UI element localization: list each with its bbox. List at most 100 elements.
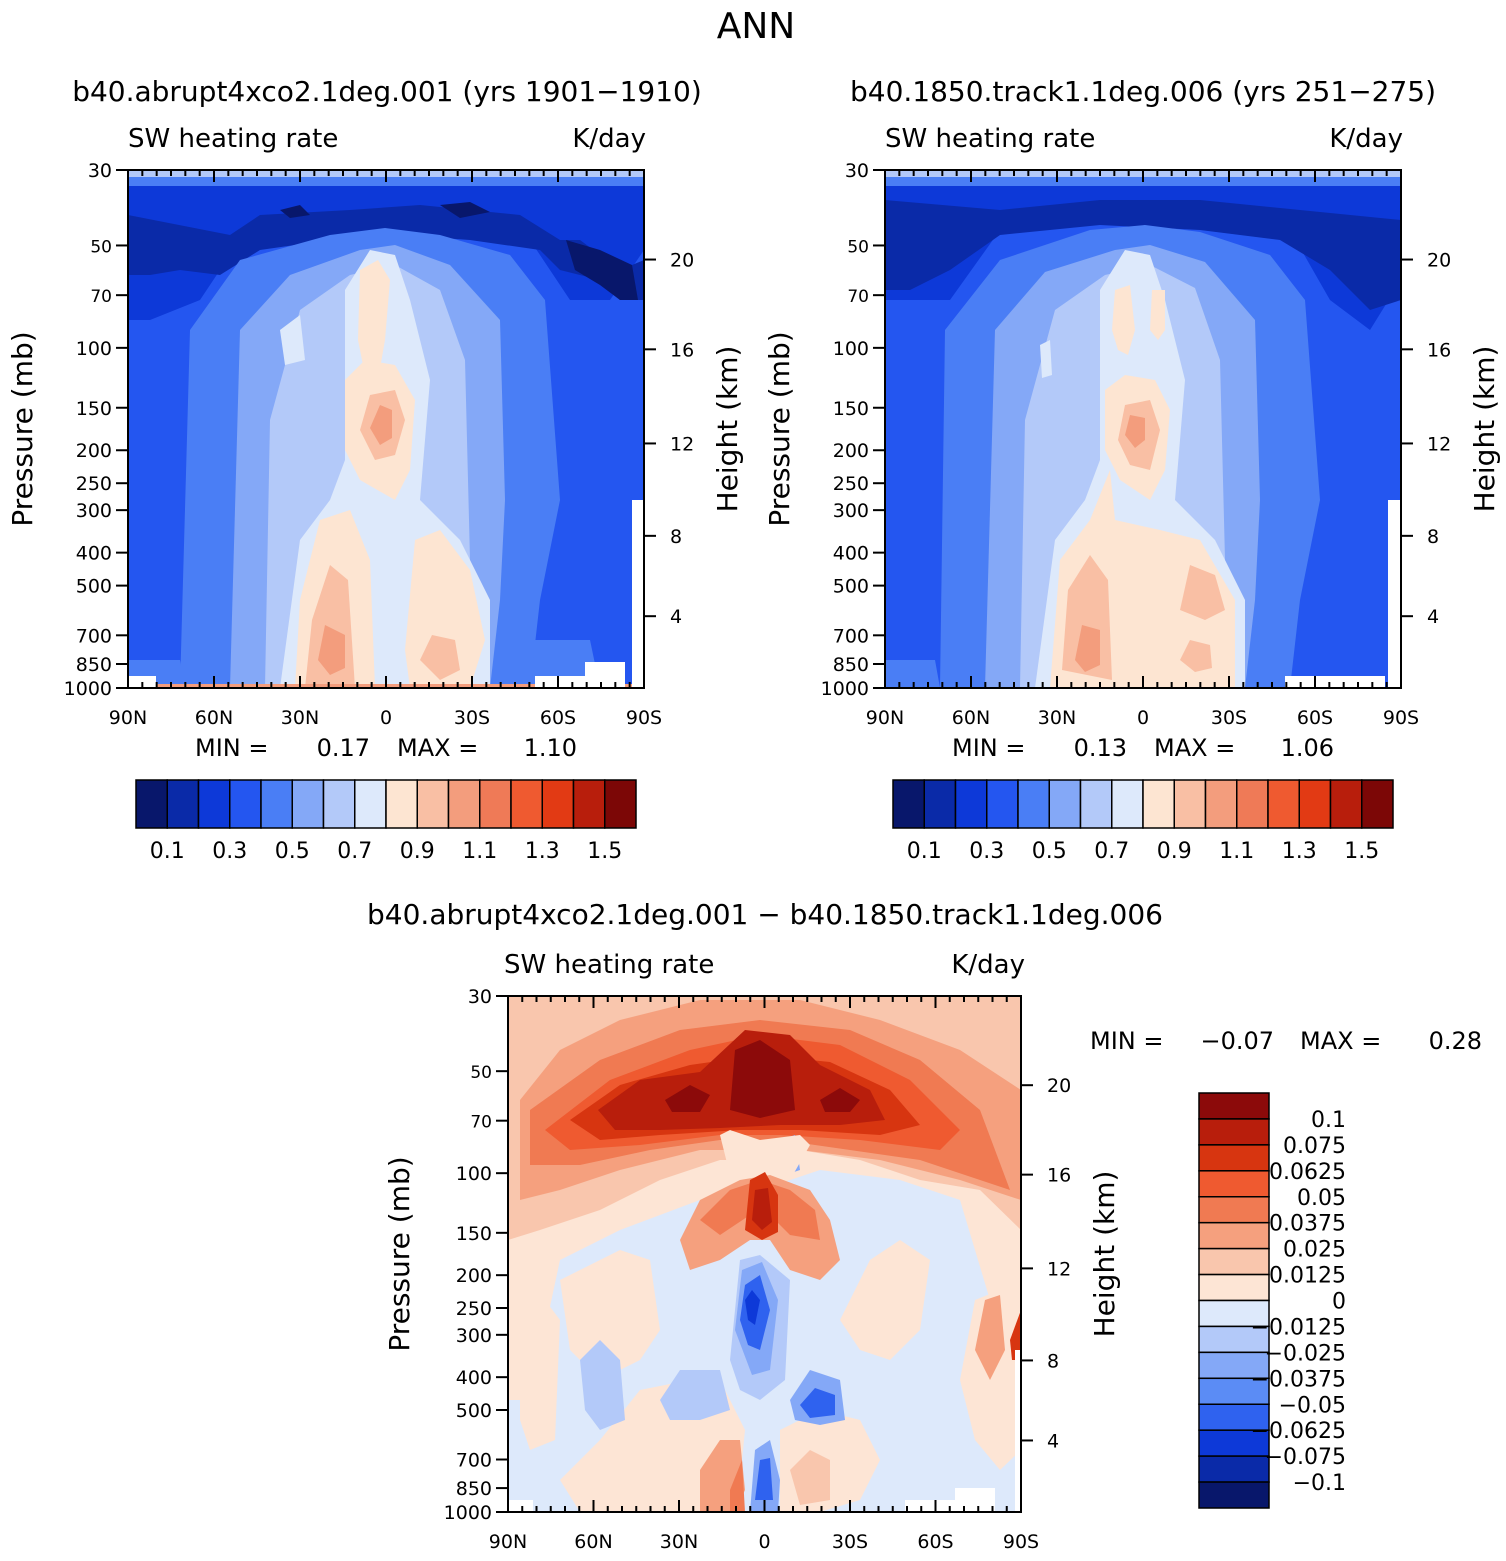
x-tick-label: 60N (952, 707, 990, 729)
x-tick-label: 90N (109, 707, 147, 729)
panel-2-min-value: 0.13 (1074, 734, 1127, 762)
colorbar-label: −0.05 (1279, 1393, 1346, 1418)
colorbar-swatch (1079, 779, 1113, 829)
pressure-tick-label: 50 (470, 1063, 492, 1083)
panel-3-max-label: MAX = (1300, 1027, 1381, 1055)
pressure-tick-label: 100 (456, 1163, 492, 1185)
pressure-tick-label: 400 (456, 1367, 492, 1389)
x-tick-label: 60S (917, 1531, 953, 1553)
panel-1-x-ticks: 90N 60N 30N 0 30S 60S 90S (109, 170, 662, 729)
pressure-tick-label: 250 (456, 1298, 492, 1320)
panel-1-max-value: 1.10 (524, 734, 577, 762)
colorbar-swatch (1017, 779, 1050, 829)
colorbar-swatch (1198, 1092, 1270, 1120)
pressure-tick-label: 400 (833, 543, 869, 565)
colorbar-swatch (1198, 1144, 1270, 1172)
pressure-tick-label: 70 (90, 287, 112, 307)
pressure-tick-label: 850 (833, 654, 869, 676)
pressure-tick-label: 700 (76, 625, 112, 647)
colorbar-swatch (1111, 779, 1144, 829)
colorbar-swatch (322, 779, 356, 829)
colorbar-swatch (1198, 1118, 1270, 1146)
colorbar-label: −0.0625 (1251, 1419, 1346, 1444)
pressure-tick-label: 70 (847, 287, 869, 307)
colorbar-swatch (1267, 779, 1300, 829)
height-tick-label: 20 (1047, 1075, 1071, 1097)
colorbar-swatch (229, 779, 262, 829)
panel-1-min-label: MIN = (195, 734, 268, 762)
x-tick-label: 0 (758, 1531, 770, 1553)
x-tick-label: 60S (1297, 707, 1333, 729)
colorbar-label: 0.025 (1283, 1238, 1346, 1263)
colorbar-label: −0.0375 (1251, 1367, 1346, 1392)
colorbar-swatch (354, 779, 387, 829)
colorbar-label: 1.3 (1282, 839, 1317, 864)
colorbar-swatch (1198, 1481, 1270, 1509)
height-tick-label: 12 (1427, 433, 1451, 455)
colorbar-swatch (385, 779, 418, 829)
x-tick-label: 90N (489, 1531, 527, 1553)
colorbar-swatch (1236, 779, 1269, 829)
colorbar-swatch (1198, 1429, 1270, 1457)
panel-3-var-label: SW heating rate (504, 950, 714, 980)
panel-1-units: K/day (572, 124, 646, 154)
panel-3-y-right-label: Height (km) (1088, 1171, 1121, 1338)
colorbar-label: 1.5 (1344, 839, 1379, 864)
pressure-tick-label: 30 (88, 160, 112, 182)
panel-3: b40.abrupt4xco2.1deg.001 − b40.1850.trac… (367, 898, 1482, 1553)
colorbar-label: 0.1 (907, 839, 942, 864)
panel-2: b40.1850.track1.1deg.006 (yrs 251−275) S… (763, 75, 1501, 762)
colorbar-label: 1.1 (1219, 839, 1254, 864)
colorbar-swatch (1329, 779, 1363, 829)
panel-2-title: b40.1850.track1.1deg.006 (yrs 251−275) (850, 75, 1436, 108)
x-tick-label: 60N (195, 707, 233, 729)
colorbar-label: 0.0125 (1269, 1264, 1346, 1289)
colorbar-label: 1.3 (525, 839, 560, 864)
pressure-tick-label: 850 (456, 1478, 492, 1500)
panel-1-contours (128, 170, 644, 688)
colorbar-swatch (1173, 779, 1207, 829)
height-tick-label: 12 (1047, 1258, 1071, 1280)
panel-3-height-ticks: 20 16 12 8 4 (1021, 1075, 1071, 1452)
colorbar-swatch (510, 779, 543, 829)
panel-1: b40.abrupt4xco2.1deg.001 (yrs 1901−1910)… (6, 75, 744, 762)
panel-2-max-label: MAX = (1154, 734, 1235, 762)
colorbar-label: 0.9 (400, 839, 435, 864)
pressure-tick-label: 50 (90, 237, 112, 257)
colorbar-swatch (479, 779, 512, 829)
panel-2-var-label: SW heating rate (885, 124, 1095, 154)
colorbar-swatch (1048, 779, 1082, 829)
pressure-tick-label: 100 (76, 338, 112, 360)
colorbar-label: 0.9 (1157, 839, 1192, 864)
x-tick-label: 30S (1211, 707, 1247, 729)
x-tick-label: 30N (660, 1531, 698, 1553)
x-tick-label: 30S (454, 707, 490, 729)
pressure-tick-label: 250 (76, 473, 112, 495)
panel-1-max-label: MAX = (397, 734, 478, 762)
height-tick-label: 8 (1047, 1350, 1059, 1372)
height-tick-label: 16 (1427, 339, 1451, 361)
height-tick-label: 20 (670, 250, 694, 272)
panel-2-max-value: 1.06 (1281, 734, 1334, 762)
pressure-tick-label: 200 (456, 1265, 492, 1287)
panel-1-height-ticks: 20 16 12 8 4 (644, 250, 694, 628)
colorbar-label: −0.075 (1265, 1445, 1346, 1470)
height-tick-label: 8 (670, 526, 682, 548)
page-title: ANN (717, 6, 796, 47)
panel-3-y-left-label: Pressure (mb) (383, 1156, 416, 1351)
colorbar-swatch (1198, 1273, 1270, 1302)
colorbar-label: 0.3 (212, 839, 247, 864)
colorbar-swatch (1142, 779, 1175, 829)
pressure-tick-label: 50 (847, 237, 869, 257)
colorbar-label: −0.0125 (1251, 1315, 1346, 1340)
colorbar-swatch (1298, 779, 1332, 829)
x-tick-label: 30N (281, 707, 319, 729)
panel-3-contours (508, 996, 1021, 1512)
colorbar-label: 0 (1332, 1290, 1346, 1315)
panel-2-contours (885, 170, 1401, 688)
colorbar-swatch (541, 779, 575, 829)
pressure-tick-label: 30 (468, 986, 492, 1008)
colorbar-label: 0.3 (969, 839, 1004, 864)
